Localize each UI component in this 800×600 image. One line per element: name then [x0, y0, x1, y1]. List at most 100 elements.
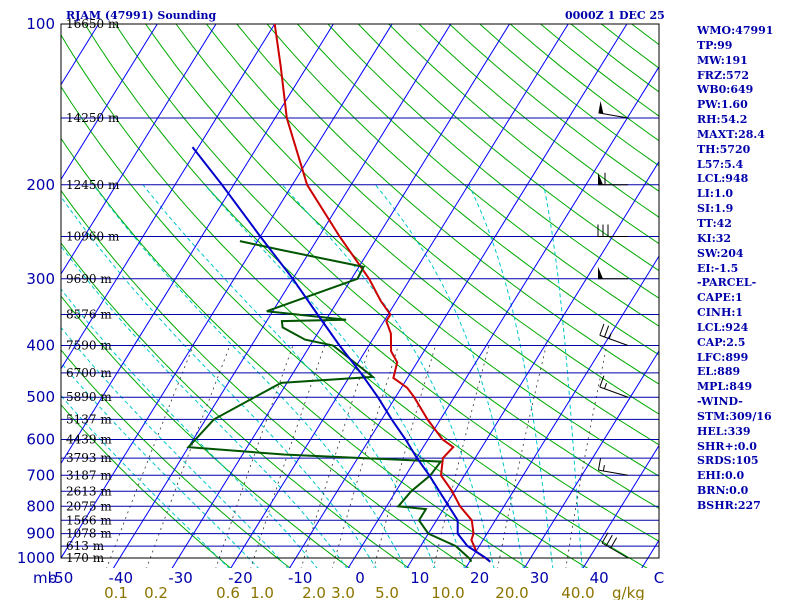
moist-adiabat [375, 184, 524, 568]
isotherm-line [171, 24, 510, 568]
index-item: -WIND- [697, 395, 743, 409]
dry-adiabat [61, 137, 529, 568]
index-item: SI:1.9 [697, 202, 734, 216]
temperature-tick-label: 20 [470, 569, 489, 587]
mixing-ratio-line [300, 345, 371, 568]
moist-adiabat [61, 195, 377, 568]
axis-labels: mb g/kg [33, 569, 645, 600]
dry-adiabat [84, 24, 659, 542]
index-item: FRZ:572 [697, 68, 750, 82]
dry-adiabat [357, 24, 659, 272]
isotherm-line [61, 24, 393, 559]
index-item: SW:204 [697, 246, 744, 260]
index-item: KI:32 [697, 231, 732, 245]
index-item: EHI:0.0 [697, 469, 745, 483]
pressure-label: 1000 [17, 549, 55, 567]
height-label: 1078 m [66, 527, 112, 541]
plot-frame [60, 23, 660, 559]
indices-panel: WMO:47991 TP:99 MW:191 FRZ:572 WB0:649 PW:1.6… [697, 24, 797, 514]
dry-adiabat [206, 24, 659, 415]
height-label: 5890 m [66, 390, 112, 404]
isotherm-line [406, 160, 659, 568]
height-label: 7590 m [66, 339, 112, 353]
index-item: WB0:649 [697, 83, 754, 97]
wind-barb [599, 375, 629, 398]
height-label: 3187 m [66, 468, 112, 482]
index-item: CAPE:1 [697, 291, 743, 305]
dry-adiabat [236, 24, 659, 385]
pressure-label: 900 [26, 525, 55, 543]
temperature-tick-label: 0 [355, 569, 365, 587]
isotherm-line [230, 24, 569, 568]
wind-barbs [597, 101, 629, 559]
mixing-ratio-tick-label: 40.0 [561, 584, 594, 600]
dewpoint-profile [186, 240, 473, 563]
mixing-ratio-line [146, 345, 231, 568]
isotherm-line [61, 24, 217, 275]
index-item: HEL:339 [697, 424, 751, 438]
height-label: 10960 m [66, 229, 120, 243]
temperature-tick-label: C [654, 569, 664, 587]
temperature-tick-label: 10 [410, 569, 429, 587]
dry-adiabat [145, 24, 659, 477]
frame-rect [60, 23, 660, 559]
temperature-tick-label: 40 [590, 569, 609, 587]
moist-adiabat [61, 394, 230, 568]
temperature-tick-label: -50 [49, 569, 74, 587]
index-item: PW:1.60 [697, 98, 748, 112]
isotherm-line [289, 24, 628, 568]
index-item: L57:5.4 [697, 157, 744, 171]
isotherm-line [61, 24, 158, 181]
index-item: WMO:47991 [697, 24, 774, 37]
mixing-ratio-tick-label: 5.0 [375, 584, 399, 600]
mixing-ratio-tick-label: 20.0 [495, 584, 528, 600]
mixing-ratio-line [565, 345, 608, 568]
temperature-tick-label: 30 [530, 569, 549, 587]
index-item: CAP:2.5 [697, 335, 746, 349]
index-item: SHR+:0.0 [697, 439, 757, 453]
height-label: 16650 m [66, 17, 120, 31]
moist-adiabat [204, 184, 465, 568]
height-label: 613 m [66, 539, 105, 553]
height-label: 170 m [66, 551, 105, 565]
isotherm-line [465, 255, 659, 568]
index-item: MPL:849 [697, 380, 753, 394]
sounding-profiles [186, 24, 491, 563]
index-item: SRDS:105 [697, 454, 759, 468]
pressure-label: 500 [26, 388, 55, 406]
moist-adiabat [61, 326, 289, 568]
height-labels: 16650 m 14250 m 12450 m 10960 m 9690 m 8576 m… [66, 17, 120, 565]
index-item: TP:99 [697, 38, 733, 52]
index-item: LCL:924 [697, 320, 749, 334]
temperature-tick-label: -20 [228, 569, 253, 587]
dry-adiabat [175, 24, 659, 446]
isotherm-line [112, 24, 452, 568]
moist-adiabat [142, 184, 436, 568]
index-item: LI:1.0 [697, 187, 734, 201]
temperature-tick-label: -30 [168, 569, 193, 587]
pressure-label: 800 [26, 497, 55, 515]
dry-adiabat [61, 349, 291, 568]
moist-adiabat [61, 361, 259, 568]
index-item: EL:889 [697, 365, 741, 379]
y-axis-label: mb [33, 569, 57, 587]
wind-barb [598, 101, 629, 119]
mixing-ratio-line [250, 345, 325, 568]
moist-adiabat [468, 184, 554, 568]
isotherm-line [523, 349, 659, 568]
index-item: TH:5720 [697, 142, 751, 156]
dry-adiabat [297, 24, 659, 327]
pressure-label: 200 [26, 176, 55, 194]
index-item: MW:191 [697, 53, 748, 67]
isotherm-line [582, 444, 659, 568]
temperature-profile [273, 24, 491, 563]
pressure-label: 400 [26, 337, 55, 355]
height-label: 2075 m [66, 499, 112, 513]
height-label: 6700 m [66, 366, 112, 380]
mixing-ratio-tick-label: 0.2 [144, 584, 168, 600]
mixing-ratio-tick-label: 2.0 [302, 584, 326, 600]
isotherm-line [347, 65, 659, 568]
index-item: BRN:0.0 [697, 484, 749, 498]
isotherm-line [61, 24, 334, 465]
temperature-tick-label: -10 [288, 569, 313, 587]
